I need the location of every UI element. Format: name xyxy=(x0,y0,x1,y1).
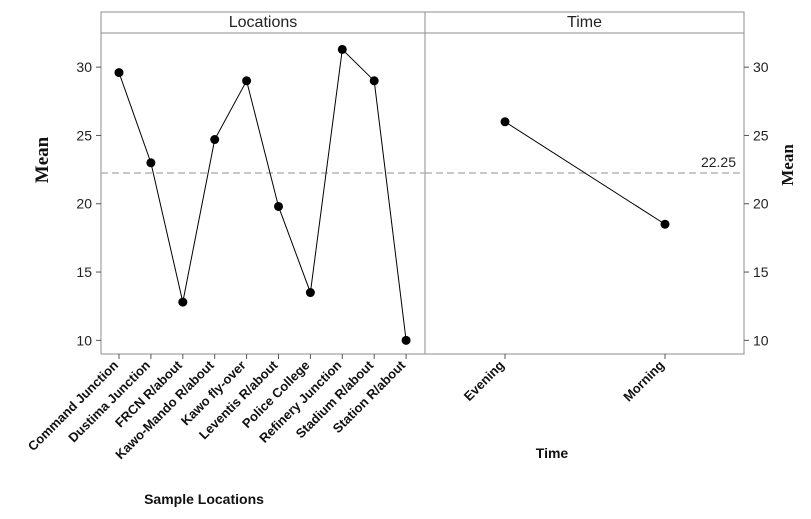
data-point xyxy=(114,68,124,78)
data-point xyxy=(337,44,347,54)
y-tick-label-left: 15 xyxy=(76,264,92,280)
y-tick-label-right: 25 xyxy=(753,127,769,143)
panel-frame-1 xyxy=(424,11,745,355)
data-point xyxy=(500,117,510,127)
data-point xyxy=(369,76,379,86)
y-axes: 10 10 15 15 20 20 25 25 30 30 xyxy=(76,59,768,348)
x-tick-label: Evening xyxy=(461,357,507,403)
y-tick-label-right: 15 xyxy=(753,264,769,280)
panel-frame-0 xyxy=(100,11,426,355)
y-axis-title-right: Mean xyxy=(778,144,797,186)
data-point xyxy=(660,219,670,229)
y-tick-label-right: 20 xyxy=(753,196,769,212)
panel-header-label: Time xyxy=(567,14,602,31)
x-axis-title-time: Time xyxy=(536,445,569,461)
data-point xyxy=(178,297,188,307)
y-tick-label-left: 25 xyxy=(76,127,92,143)
x-tick-label: Morning xyxy=(620,357,667,404)
y-tick-label-left: 30 xyxy=(76,59,92,75)
series-line-locations xyxy=(118,48,407,341)
reference-lines: 22.25 xyxy=(101,154,744,174)
data-point xyxy=(242,76,252,86)
data-series xyxy=(114,44,670,345)
axis-titles: Mean Mean Sample Locations Time xyxy=(32,136,797,507)
x-axis-title-locations: Sample Locations xyxy=(144,491,264,507)
data-point xyxy=(401,335,411,345)
y-tick-label-left: 20 xyxy=(76,196,92,212)
data-point xyxy=(210,135,220,145)
y-tick-label-right: 30 xyxy=(753,59,769,75)
y-tick-label-right: 10 xyxy=(753,332,769,348)
data-point xyxy=(146,158,156,168)
data-point xyxy=(305,288,315,298)
series-line-time xyxy=(504,121,666,225)
panel-frames: Locations Time xyxy=(100,11,745,355)
data-point xyxy=(274,201,283,211)
reference-line-label: 22.25 xyxy=(701,154,736,170)
y-tick-label-left: 10 xyxy=(76,332,92,348)
panel-header-label: Locations xyxy=(229,14,298,31)
y-axis-title-left: Mean xyxy=(32,136,53,183)
